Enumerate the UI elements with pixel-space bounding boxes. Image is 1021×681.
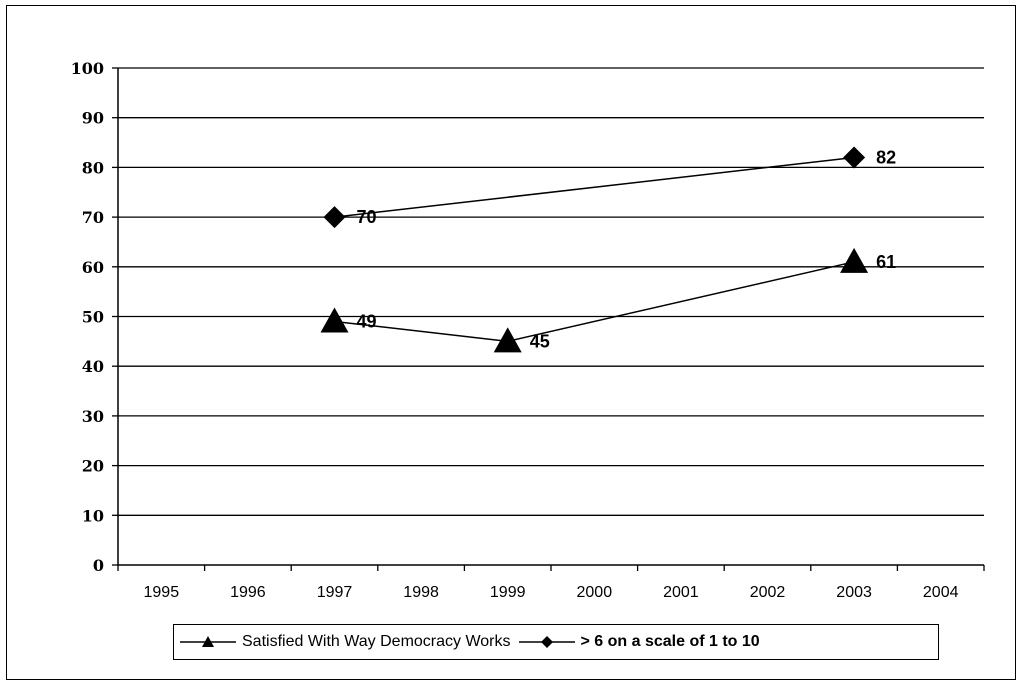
x-tick-label: 2004 [923,584,959,601]
chart-frame [6,5,1016,680]
series-line-triangle [334,261,855,343]
y-tick-label: 50 [82,308,104,327]
data-label: 61 [876,252,896,272]
x-tick-label: 2000 [577,584,613,601]
x-tick-label: 2001 [663,584,699,601]
y-tick-label: 0 [93,556,104,575]
y-tick-label: 90 [82,109,104,128]
y-tick-label: 60 [82,258,104,277]
y-tick-label: 30 [82,407,104,426]
x-tick-label: 1997 [317,584,353,601]
y-tick-label: 70 [82,208,104,227]
x-tick-label: 1995 [144,584,180,601]
y-tick-label: 80 [82,158,104,177]
diamond-marker-icon [518,636,575,648]
triangle-marker [840,247,869,273]
diamond-marker [843,146,866,169]
x-tick-label: 1996 [230,584,266,601]
x-tick-label: 2002 [750,584,786,601]
diamond-marker [323,206,346,229]
data-label: 82 [876,147,896,167]
x-tick-label: 2003 [836,584,872,601]
legend-label-scale: > 6 on a scale of 1 to 10 [580,633,760,650]
series-line-diamond [334,156,855,218]
legend-item-scale: > 6 on a scale of 1 to 10 [518,633,760,651]
y-tick-label: 40 [82,357,104,376]
triangle-marker [493,327,522,353]
legend-label-satisfied: Satisfied With Way Democracy Works [242,633,511,650]
triangle-marker-icon [180,636,236,647]
data-label: 70 [357,207,377,227]
triangle-marker [320,307,349,333]
data-label: 49 [357,311,377,331]
chart-legend: Satisfied With Way Democracy Works > 6 o… [173,624,939,660]
legend-item-satisfied: Satisfied With Way Democracy Works [180,633,511,651]
y-tick-label: 100 [71,59,104,78]
y-tick-label: 20 [82,457,104,476]
x-tick-label: 1998 [403,584,439,601]
data-label: 45 [530,331,550,351]
y-tick-label: 10 [82,506,104,525]
x-tick-label: 1999 [490,584,526,601]
